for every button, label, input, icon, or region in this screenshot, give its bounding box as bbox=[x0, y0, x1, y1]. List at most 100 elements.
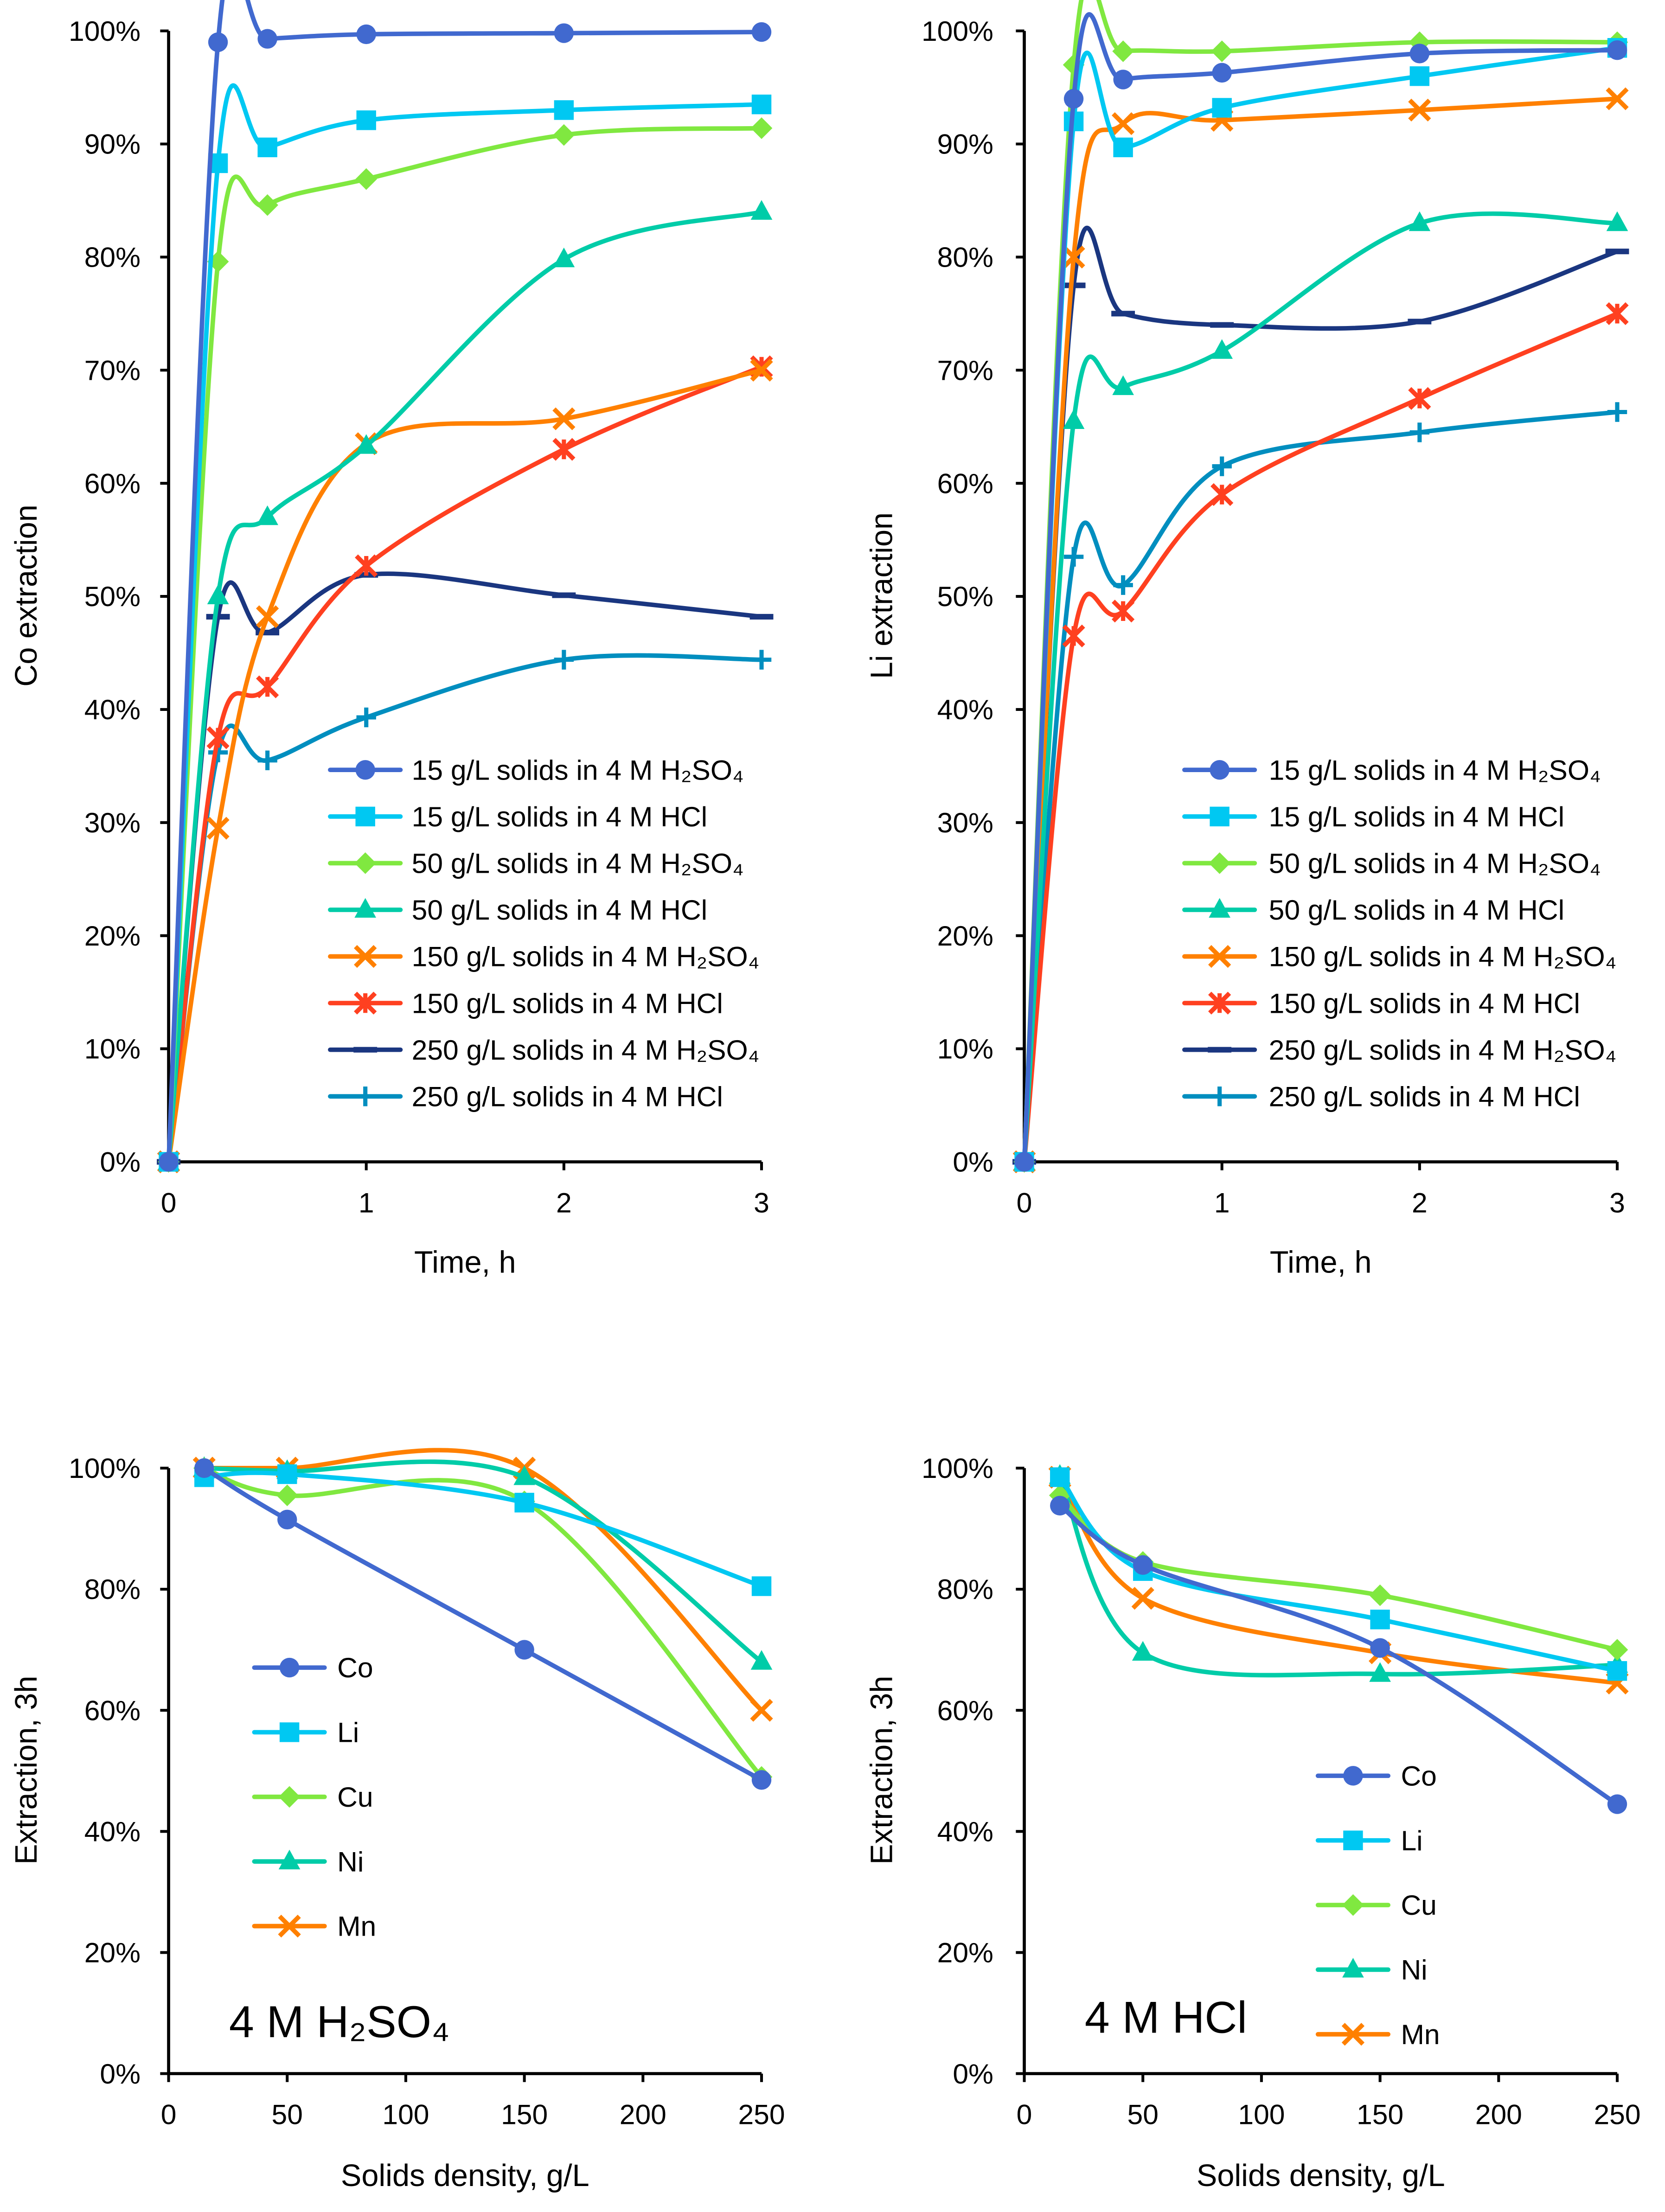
legend-entry: 15 g/L solids in 4 M HCl bbox=[328, 801, 707, 832]
y-axis-title: Co extraction bbox=[9, 505, 44, 687]
x-tick-label: 200 bbox=[620, 2099, 666, 2130]
marker-square bbox=[751, 1576, 772, 1596]
legend: Co Li Cu Ni Mn bbox=[1315, 1760, 1440, 2050]
y-tick-label: 20% bbox=[937, 1937, 993, 1969]
legend-label: 15 g/L solids in 4 M H₂SO₄ bbox=[1269, 754, 1601, 786]
marker-triangle bbox=[354, 898, 377, 918]
legend-label: 50 g/L solids in 4 M HCl bbox=[412, 894, 707, 926]
marker-triangle bbox=[513, 1465, 535, 1485]
marker-circle bbox=[1133, 1555, 1153, 1575]
marker-triangle bbox=[256, 505, 278, 525]
marker-plus bbox=[1210, 1087, 1230, 1106]
x-tick-label: 2 bbox=[556, 1187, 572, 1218]
x-tick-label: 0 bbox=[1017, 1187, 1032, 1218]
marker-square bbox=[257, 137, 277, 158]
marker-triangle bbox=[1211, 339, 1233, 359]
marker-square bbox=[554, 100, 574, 120]
series-0 bbox=[1014, 12, 1627, 1172]
y-tick-label: 80% bbox=[937, 1573, 993, 1605]
y-tick-label: 0% bbox=[953, 1146, 993, 1178]
marker-square bbox=[751, 94, 772, 115]
y-tick-label: 0% bbox=[953, 2058, 993, 2090]
legend-label: Ni bbox=[337, 1846, 364, 1877]
series-5 bbox=[1012, 302, 1629, 1174]
legend-entry: 250 g/L solids in 4 M HCl bbox=[1182, 1080, 1580, 1112]
series-line bbox=[1058, 1503, 1619, 1806]
marker-square bbox=[279, 1722, 300, 1742]
marker-triangle bbox=[1063, 409, 1085, 429]
marker-square bbox=[355, 806, 375, 826]
y-tick-label: 80% bbox=[84, 1573, 141, 1605]
series-line bbox=[166, 368, 762, 1163]
x-tick-label: 50 bbox=[1127, 2099, 1159, 2130]
marker-x bbox=[1111, 112, 1135, 135]
marker-circle bbox=[751, 1770, 772, 1790]
chart-2: 0% 10% 20% 30% 40% 50% 60% 70% 80% 90% 100% 0 1 2 3 Tim… bbox=[865, 0, 1629, 1280]
y-tick-label: 30% bbox=[84, 807, 141, 838]
x-tick-label: 250 bbox=[1594, 2099, 1640, 2130]
legend-label: 15 g/L solids in 4 M HCl bbox=[412, 801, 707, 832]
legend-label: 15 g/L solids in 4 M HCl bbox=[1269, 801, 1564, 832]
marker-square bbox=[1607, 1661, 1627, 1681]
marker-square bbox=[1343, 1830, 1363, 1850]
y-tick-label: 40% bbox=[84, 1816, 141, 1848]
marker-circle bbox=[751, 22, 772, 42]
marker-square bbox=[277, 1464, 297, 1484]
marker-diamond bbox=[276, 1484, 298, 1506]
marker-circle bbox=[514, 1640, 534, 1660]
x-tick-label: 2 bbox=[1412, 1187, 1428, 1218]
series-6 bbox=[1012, 225, 1629, 1165]
marker-diamond bbox=[1112, 40, 1134, 62]
series-0 bbox=[194, 1458, 772, 1790]
legend-label: 150 g/L solids in 4 M H₂SO₄ bbox=[412, 941, 760, 972]
legend-label: Cu bbox=[1401, 1889, 1436, 1921]
legend-entry: Li bbox=[1315, 1825, 1423, 1856]
marker-triangle bbox=[278, 1849, 301, 1870]
marker-circle bbox=[1063, 89, 1084, 109]
marker-circle bbox=[1409, 44, 1430, 64]
marker-triangle bbox=[1606, 211, 1628, 231]
chart-1: 0% 10% 20% 30% 40% 50% 60% 70% 80% 90% 100% 0 1 2 3 Tim… bbox=[9, 0, 774, 1280]
legend-label: 250 g/L solids in 4 M H₂SO₄ bbox=[1269, 1034, 1617, 1066]
y-tick-label: 40% bbox=[937, 694, 993, 725]
marker-circle bbox=[355, 760, 375, 780]
marker-x bbox=[206, 817, 230, 840]
y-tick-label: 40% bbox=[937, 1816, 993, 1848]
legend-label: Li bbox=[337, 1717, 359, 1748]
x-tick-label: 3 bbox=[1609, 1187, 1625, 1218]
series-line bbox=[166, 210, 762, 1162]
y-tick-label: 40% bbox=[84, 694, 141, 725]
marker-x bbox=[750, 358, 773, 382]
y-tick-label: 100% bbox=[69, 15, 141, 47]
legend: 15 g/L solids in 4 M H₂SO₄ 15 g/L solids … bbox=[1182, 754, 1617, 1112]
chart-3: 0% 20% 40% 60% 80% 100% 0 50 100 150 200 250 Solids … bbox=[9, 1448, 785, 2193]
marker-triangle bbox=[1369, 1662, 1391, 1682]
x-tick-label: 50 bbox=[272, 2099, 303, 2130]
x-tick-label: 200 bbox=[1475, 2099, 1522, 2130]
legend-label: Co bbox=[1401, 1760, 1436, 1792]
marker-square bbox=[356, 110, 376, 130]
marker-plus bbox=[751, 650, 772, 670]
marker-plus bbox=[356, 707, 376, 728]
marker-diamond bbox=[355, 168, 378, 190]
legend-entry: 50 g/L solids in 4 M HCl bbox=[1182, 894, 1564, 926]
series-0 bbox=[159, 0, 772, 1172]
marker-circle bbox=[194, 1458, 214, 1478]
marker-square bbox=[1370, 1610, 1390, 1630]
x-tick-label: 1 bbox=[1214, 1187, 1230, 1218]
marker-circle bbox=[208, 32, 228, 52]
y-tick-label: 20% bbox=[937, 920, 993, 952]
marker-diamond bbox=[1211, 40, 1233, 62]
series-1 bbox=[194, 1464, 772, 1596]
marker-x bbox=[1341, 2023, 1365, 2046]
annotation: 4 M HCl bbox=[1085, 1992, 1247, 2043]
legend-label: 250 g/L solids in 4 M HCl bbox=[1269, 1080, 1580, 1112]
y-tick-label: 60% bbox=[84, 467, 141, 499]
marker-diamond bbox=[1369, 1584, 1391, 1606]
y-tick-label: 70% bbox=[937, 354, 993, 386]
marker-circle bbox=[1113, 70, 1133, 90]
legend-label: Mn bbox=[337, 1911, 376, 1942]
marker-x bbox=[354, 945, 377, 968]
marker-square bbox=[1113, 137, 1133, 158]
